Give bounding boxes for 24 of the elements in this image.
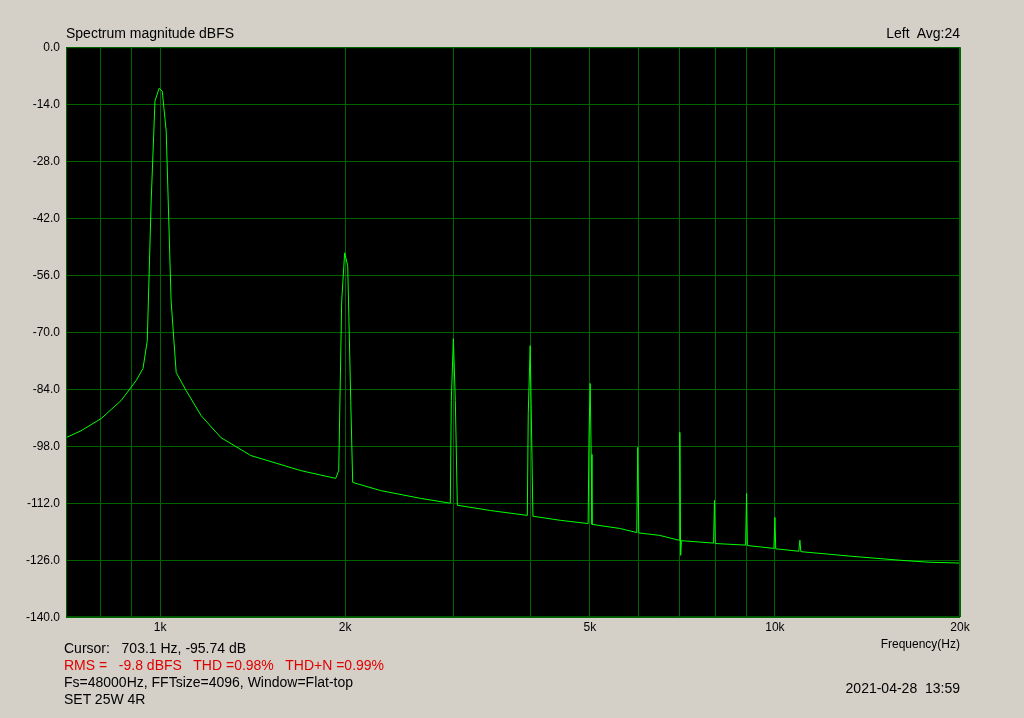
y-tick-label: -112.0: [26, 495, 61, 510]
text: Cursor: 703.1 Hz, -95.74 dB: [64, 640, 247, 656]
chart-subtitle: Left Avg:24: [886, 25, 960, 42]
text: SET 25W 4R: [64, 691, 146, 707]
y-tick-label: -28.0: [32, 153, 61, 168]
text: RMS = -9.8 dBFS THD =0.98% THD+N =0.99%: [64, 657, 386, 674]
x-tick-label: 20k: [950, 619, 971, 634]
x-tick-label: 1k: [153, 619, 168, 634]
chart-title: Spectrum magnitude dBFS: [66, 25, 235, 42]
text: 2021-04-28 13:59: [845, 680, 960, 697]
y-tick-label: -140.0: [25, 609, 61, 624]
y-tick-label: -56.0: [32, 267, 61, 282]
text: Fs=48000Hz, FFTsize=4096, Window=Flat-top: [64, 674, 354, 690]
y-tick-label: -70.0: [32, 324, 61, 339]
y-tick-label: 0.0: [43, 39, 61, 54]
x-tick-label: 10k: [765, 619, 786, 634]
x-axis-title: Frequency(Hz): [880, 637, 960, 652]
y-tick-label: -98.0: [32, 438, 61, 453]
y-tick-label: -126.0: [25, 552, 61, 567]
y-tick-label: -42.0: [32, 210, 61, 225]
y-tick-label: -14.0: [32, 96, 61, 111]
x-tick-label: 5k: [583, 619, 598, 634]
y-tick-label: -84.0: [32, 381, 61, 396]
x-tick-label: 2k: [338, 619, 353, 634]
